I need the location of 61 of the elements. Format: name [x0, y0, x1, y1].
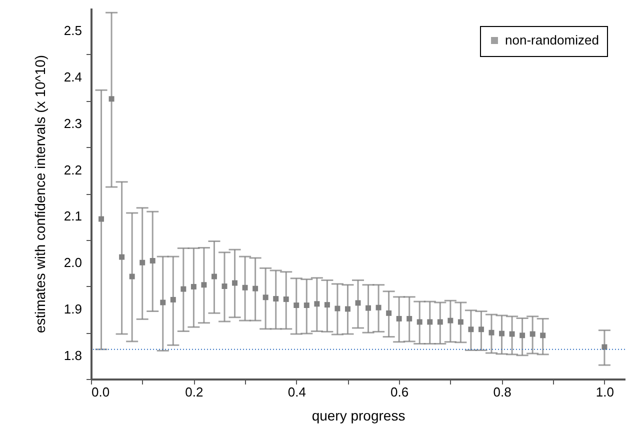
point [406, 316, 412, 322]
point [488, 330, 494, 336]
point [437, 319, 443, 325]
y-tick-label: 1.8 [64, 348, 82, 363]
point [520, 332, 526, 338]
point [140, 260, 146, 266]
y-tick-label: 2.3 [64, 116, 82, 131]
point [262, 294, 268, 300]
point [252, 286, 258, 292]
y-tick-label: 2.1 [64, 208, 82, 224]
point [294, 302, 300, 308]
y-tick-label: 1.9 [64, 301, 82, 316]
point [150, 258, 156, 264]
point [180, 286, 186, 292]
point [190, 284, 196, 290]
point [366, 305, 372, 311]
y-tick-label: 2.4 [64, 70, 82, 85]
point [499, 330, 505, 336]
point [458, 319, 464, 325]
point [129, 274, 135, 280]
point [355, 300, 361, 306]
point [509, 331, 515, 337]
point [160, 300, 166, 306]
point [386, 310, 392, 316]
point [304, 302, 310, 308]
x-tick-label: 0.6 [390, 384, 409, 400]
point [540, 332, 546, 338]
x-axis-title: query progress [312, 408, 406, 424]
x-tick-label: 0.2 [185, 384, 204, 400]
point [170, 296, 176, 302]
point [448, 318, 454, 324]
y-tick-label: 2.2 [64, 162, 82, 178]
point [201, 282, 207, 288]
point [98, 216, 104, 222]
point [108, 96, 114, 102]
x-tick-label: 0.0 [92, 384, 110, 400]
legend-label: non-randomized [505, 32, 599, 48]
point [344, 306, 350, 312]
point [468, 326, 474, 332]
point [242, 284, 248, 290]
point [273, 296, 279, 302]
point [119, 254, 125, 260]
point [427, 319, 433, 325]
point [232, 280, 238, 286]
point [314, 301, 320, 307]
point [334, 306, 340, 312]
point [324, 302, 330, 308]
point [283, 296, 289, 302]
x-tick-label: 0.8 [493, 384, 512, 400]
x-tick-label: 0.4 [288, 384, 306, 400]
point [376, 304, 382, 310]
y-tick-label: 2.0 [64, 255, 82, 270]
x-tick-label: 1.0 [596, 384, 614, 400]
point [530, 331, 536, 337]
point [478, 326, 484, 332]
y-axis-title: estimates with confidence intervals (x 10^10) [32, 54, 48, 334]
point [211, 274, 217, 280]
y-tick-label: 2.5 [64, 23, 82, 38]
point [416, 319, 422, 325]
point [222, 284, 228, 289]
point [396, 316, 402, 322]
